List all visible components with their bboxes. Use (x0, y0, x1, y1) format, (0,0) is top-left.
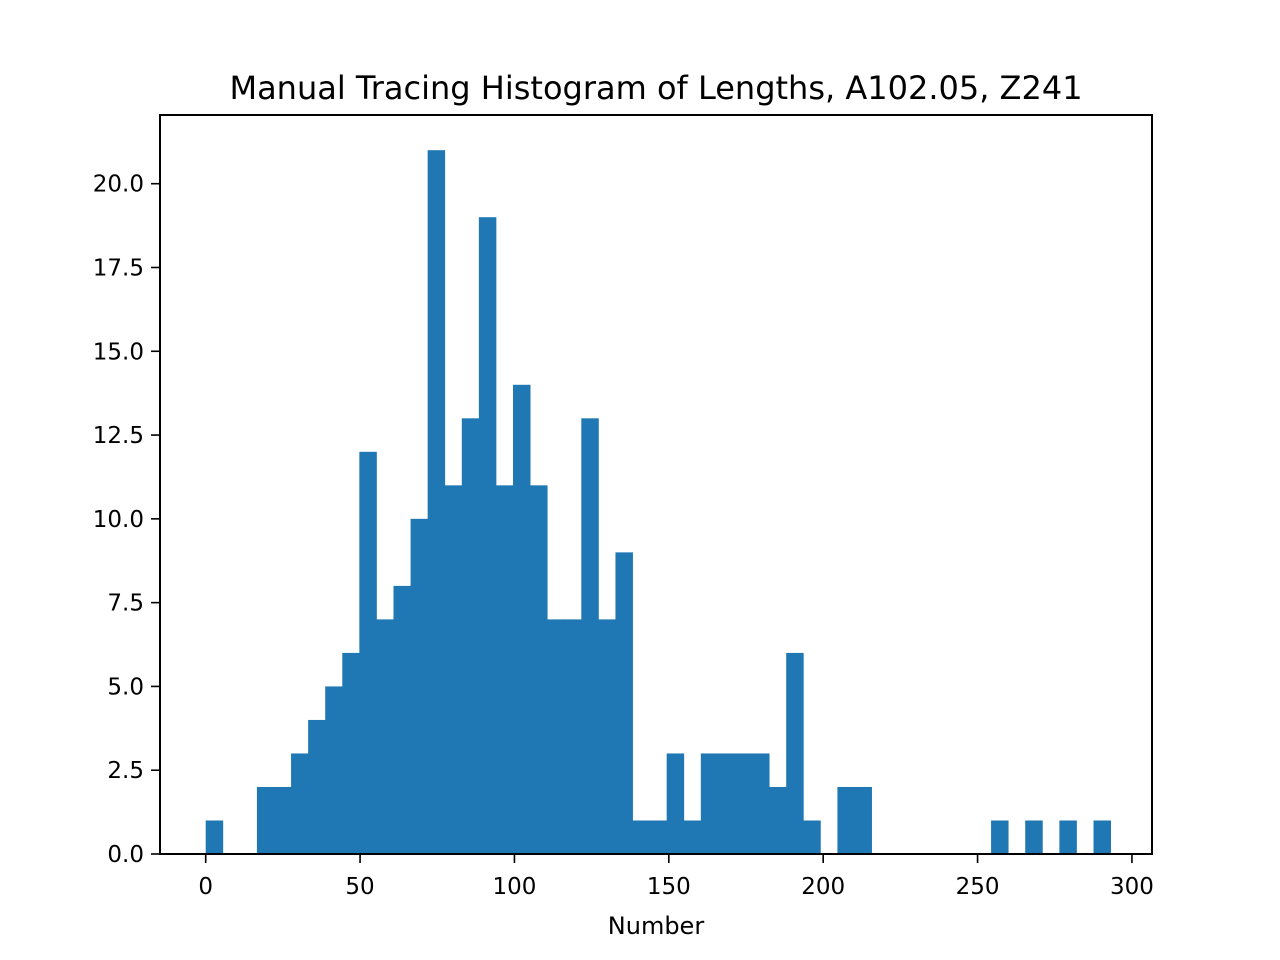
histogram-bar (649, 820, 668, 854)
x-tick-label: 150 (647, 874, 691, 900)
histogram-bar (478, 217, 497, 854)
histogram-bar (410, 518, 429, 854)
histogram-bar (632, 820, 651, 854)
histogram-bar (273, 786, 292, 854)
histogram-bar (786, 652, 804, 854)
histogram-bar (359, 451, 377, 854)
x-axis-label: Number (608, 912, 705, 940)
histogram-bar (598, 619, 616, 854)
chart-title: Manual Tracing Histogram of Lengths, A10… (229, 69, 1082, 107)
histogram-bar (734, 753, 753, 854)
histogram-bar (854, 786, 872, 854)
histogram-bar (427, 150, 446, 854)
x-tick-label: 50 (345, 874, 374, 900)
histogram-bar (393, 585, 411, 854)
histogram-bar (256, 786, 275, 854)
histogram-bar (291, 753, 309, 854)
histogram-bar (564, 619, 582, 854)
histogram-bar (513, 384, 531, 854)
histogram-bar (376, 619, 394, 854)
y-tick-label: 7.5 (107, 591, 144, 617)
x-axis-ticks: 0 50 100 150 200 250 300 (198, 854, 1154, 900)
histogram-bar (325, 686, 343, 854)
histogram-bar (342, 652, 360, 854)
y-tick-label: 0.0 (107, 842, 144, 868)
histogram-bars (205, 150, 1111, 854)
histogram-bar (1025, 820, 1043, 854)
histogram-bar (444, 485, 463, 854)
histogram-bar (530, 485, 548, 854)
y-tick-label: 15.0 (93, 339, 144, 365)
x-tick-label: 100 (492, 874, 536, 900)
histogram-bar (308, 719, 326, 854)
histogram-bar (803, 820, 821, 854)
y-tick-label: 20.0 (93, 172, 144, 198)
histogram-bar (683, 820, 702, 854)
y-tick-label: 5.0 (107, 674, 144, 700)
x-tick-label: 0 (198, 874, 213, 900)
y-tick-label: 12.5 (93, 423, 144, 449)
y-tick-label: 17.5 (93, 255, 144, 281)
histogram-bar (991, 820, 1009, 854)
x-tick-label: 300 (1110, 874, 1154, 900)
y-axis-ticks: 0.0 2.5 5.0 7.5 10.0 12.5 15.0 17.5 20.0 (93, 172, 160, 868)
histogram-bar (495, 485, 514, 854)
histogram-bar (1093, 820, 1111, 854)
histogram-bar (717, 753, 736, 854)
histogram-bar (666, 753, 685, 854)
plot-frame (159, 114, 1153, 855)
histogram-bar (837, 786, 855, 854)
y-tick-label: 2.5 (107, 758, 144, 784)
histogram-bar (547, 619, 565, 854)
histogram-bar (769, 786, 787, 854)
histogram-bar (700, 753, 719, 854)
x-tick-label: 250 (956, 874, 1000, 900)
histogram-bar (205, 820, 224, 854)
histogram-bar (461, 418, 480, 854)
histogram-bar (1059, 820, 1077, 854)
y-tick-label: 10.0 (93, 507, 144, 533)
histogram-bar (615, 552, 633, 854)
histogram-bar (752, 753, 770, 854)
histogram-bar (581, 418, 599, 854)
x-tick-label: 200 (801, 874, 845, 900)
